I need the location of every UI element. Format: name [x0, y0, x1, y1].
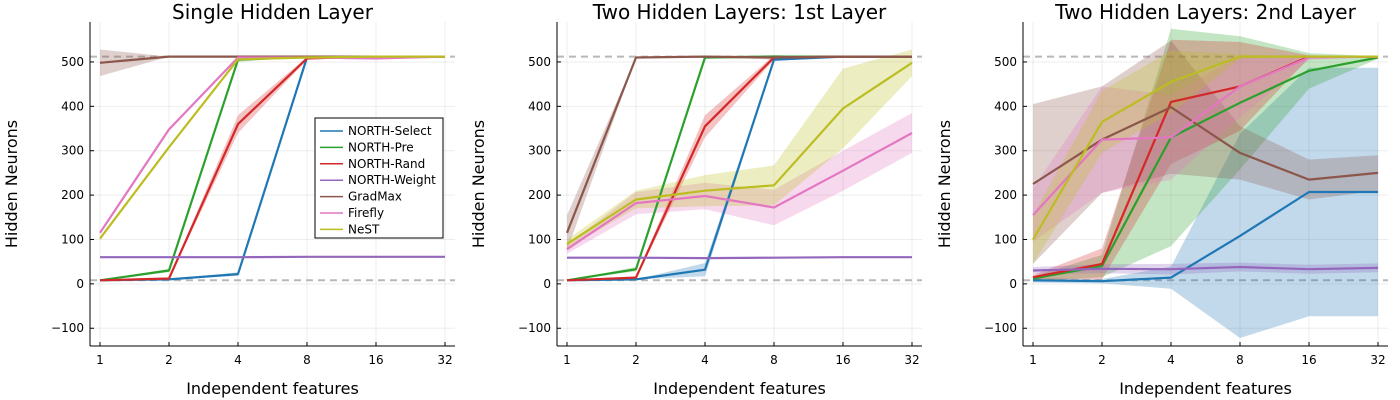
y-tick-label: 200 — [994, 188, 1017, 202]
x-tick-label: 4 — [234, 353, 242, 367]
y-tick-label: 0 — [1009, 277, 1017, 291]
legend-label-north-weight: NORTH-Weight — [348, 173, 436, 187]
y-tick-label: 500 — [994, 55, 1017, 69]
y-tick-label: 400 — [61, 99, 84, 113]
panel-2: 1 2 4 8 16 32 −100 0 100 200 300 400 500 Two Hidden L… — [469, 0, 922, 398]
y-tick-label: 100 — [528, 232, 551, 246]
y-tick-label: 100 — [994, 232, 1017, 246]
legend-label-nest: NeST — [348, 222, 380, 236]
band-north-pre — [1033, 28, 1378, 281]
series-line-gradmax — [1032, 106, 1379, 185]
y-tick-label: 100 — [61, 232, 84, 246]
panel-title: Single Hidden Layer — [172, 0, 374, 24]
panel-title: Two Hidden Layers: 1st Layer — [592, 0, 887, 24]
x-axis-title: Independent features — [186, 379, 359, 398]
x-tick-label: 16 — [835, 353, 850, 367]
legend: NORTH-Select NORTH-Pre NORTH-Rand NORTH-Wei… — [314, 117, 444, 239]
series-line-firefly — [566, 132, 913, 251]
x-tick-label: 1 — [96, 353, 104, 367]
panel-3: 1 2 4 8 16 32 −100 0 100 200 300 400 500 Two Hidden L… — [935, 0, 1388, 398]
x-tick-label: 4 — [701, 353, 709, 367]
y-tick-label: 400 — [994, 99, 1017, 113]
series-line-nest — [566, 61, 913, 245]
y-axis-title: Hidden Neurons — [469, 120, 488, 248]
legend-label-gradmax: GradMax — [348, 190, 402, 204]
band-north-rand — [1033, 39, 1378, 280]
y-axis-title: Hidden Neurons — [935, 120, 954, 248]
x-tick-label: 2 — [632, 353, 640, 367]
series-line-nest — [99, 55, 445, 240]
y-tick-label: 200 — [528, 188, 551, 202]
y-tick-label: 500 — [61, 55, 84, 69]
y-axis-title: Hidden Neurons — [2, 120, 21, 248]
legend-label-north-select: NORTH-Select — [348, 124, 432, 138]
x-tick-label: 16 — [368, 353, 383, 367]
series-line-north-weight — [567, 256, 912, 260]
band-north-select — [1033, 67, 1378, 338]
band-gradmax — [100, 49, 445, 77]
band-nest — [567, 49, 912, 249]
y-tick-label: 300 — [528, 144, 551, 158]
y-tick-label: 0 — [76, 277, 84, 291]
x-tick-label: 2 — [165, 353, 173, 367]
series-line-gradmax — [565, 55, 912, 234]
series-line-north-select — [1032, 190, 1378, 283]
legend-label-north-rand: NORTH-Rand — [348, 157, 425, 171]
legend-label-firefly: Firefly — [348, 206, 384, 220]
band-nest — [1033, 50, 1378, 264]
panel-1: 1 2 4 8 16 32 −100 0 100 200 300 400 500 Single Hidde… — [2, 0, 455, 398]
y-tick-label: 400 — [528, 99, 551, 113]
y-tick-label: −100 — [51, 321, 84, 335]
series-line-north-weight — [1032, 265, 1379, 272]
series-line-nest — [1032, 55, 1378, 241]
band-firefly — [567, 113, 912, 254]
x-tick-label: 8 — [1236, 353, 1244, 367]
y-tick-label: 0 — [543, 277, 551, 291]
x-tick-label: 4 — [1167, 353, 1175, 367]
x-axis-title: Independent features — [653, 379, 826, 398]
band-firefly — [1033, 55, 1378, 242]
x-tick-label: 8 — [770, 353, 778, 367]
band-north-select — [567, 56, 912, 281]
x-tick-label: 8 — [303, 353, 311, 367]
panel-title: Two Hidden Layers: 2nd Layer — [1054, 0, 1356, 24]
y-tick-label: −100 — [984, 321, 1017, 335]
y-tick-label: 200 — [61, 188, 84, 202]
y-tick-label: 300 — [61, 144, 84, 158]
y-tick-label: −100 — [518, 321, 551, 335]
x-tick-label: 2 — [1098, 353, 1106, 367]
y-tick-label: 300 — [994, 144, 1017, 158]
x-tick-label: 16 — [1301, 353, 1316, 367]
x-tick-label: 32 — [437, 353, 452, 367]
legend-label-north-pre: NORTH-Pre — [348, 140, 414, 154]
x-tick-label: 1 — [563, 353, 571, 367]
x-axis-title: Independent features — [1119, 379, 1292, 398]
x-tick-label: 1 — [1029, 353, 1037, 367]
y-tick-label: 500 — [528, 55, 551, 69]
x-tick-label: 32 — [904, 353, 919, 367]
band-gradmax — [1033, 40, 1378, 264]
x-tick-label: 32 — [1370, 353, 1385, 367]
legend-box — [314, 117, 444, 239]
